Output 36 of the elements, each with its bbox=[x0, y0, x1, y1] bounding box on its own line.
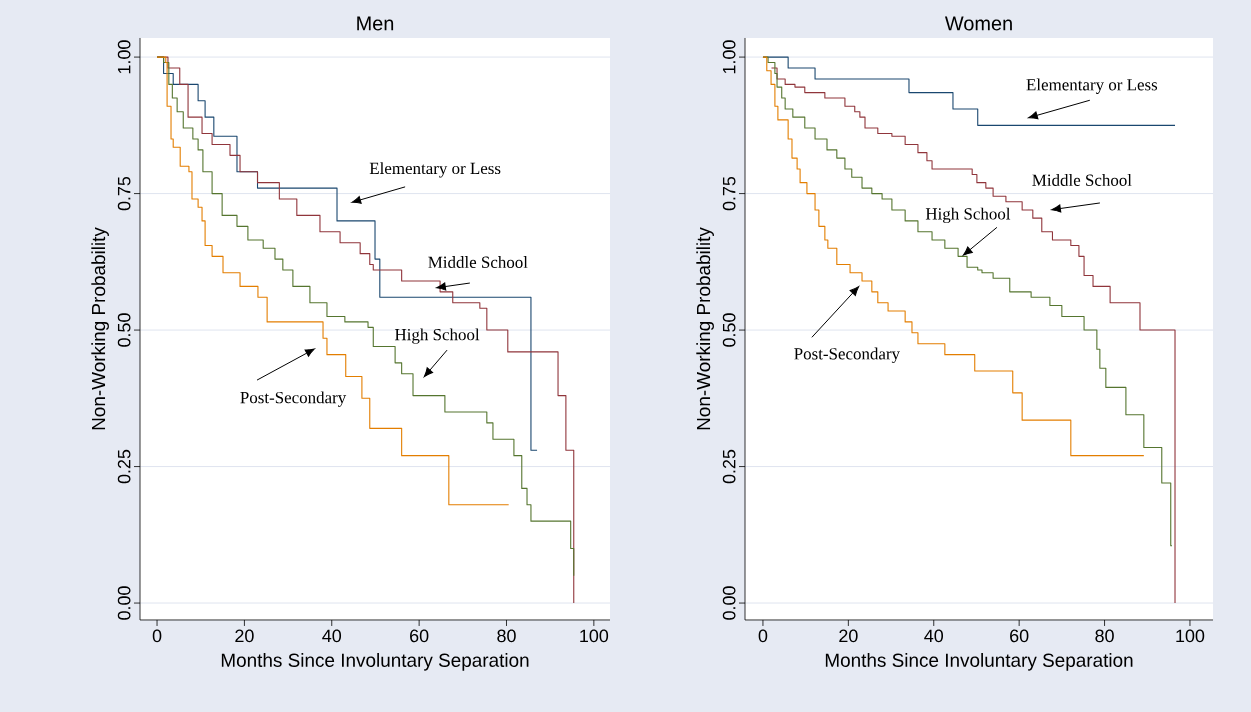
annotation: Middle School bbox=[428, 256, 528, 268]
annotation: Post-Secondary bbox=[794, 347, 900, 364]
y-tick-label: 0.75 bbox=[117, 176, 131, 211]
x-tick-label: 40 bbox=[924, 629, 944, 643]
x-axis-title: Months Since Involuntary Separation bbox=[221, 653, 529, 671]
x-tick-label: 20 bbox=[235, 629, 254, 643]
x-tick-label: 60 bbox=[1010, 629, 1029, 643]
y-axis-title: Non-Working Probability bbox=[91, 227, 109, 430]
annotation: High School bbox=[925, 207, 1011, 224]
x-axis-title: Months Since Involuntary Separation bbox=[825, 653, 1133, 671]
y-tick-label: 1.00 bbox=[117, 40, 131, 74]
x-tick-label: 0 bbox=[152, 629, 162, 643]
chart-title: Women bbox=[944, 16, 1012, 31]
annotation: Elementary or Less bbox=[1026, 78, 1158, 94]
y-tick-label: 0.00 bbox=[117, 586, 131, 620]
y-tick-label: 0.25 bbox=[117, 449, 131, 484]
x-tick-label: 40 bbox=[322, 629, 342, 643]
y-tick-label: 0.50 bbox=[722, 313, 736, 347]
y-tick-label: 0.50 bbox=[117, 313, 131, 347]
annotation: Middle School bbox=[1032, 174, 1132, 186]
y-tick-label: 0.25 bbox=[722, 449, 736, 484]
annotation: Elementary or Less bbox=[369, 162, 501, 178]
annotation: High School bbox=[394, 328, 480, 344]
y-tick-label: 0.00 bbox=[722, 586, 736, 620]
x-tick-label: 0 bbox=[758, 629, 768, 643]
chart-title: Men bbox=[357, 16, 394, 31]
y-axis-title: Non-Working Probability bbox=[696, 227, 714, 430]
x-tick-label: 20 bbox=[839, 629, 858, 643]
annotation: Post-Secondary bbox=[240, 391, 347, 407]
x-tick-label: 80 bbox=[497, 629, 516, 643]
x-tick-label: 100 bbox=[1176, 629, 1205, 643]
y-tick-label: 0.75 bbox=[722, 176, 736, 211]
x-tick-label: 80 bbox=[1095, 629, 1114, 643]
y-tick-label: 1.00 bbox=[722, 40, 736, 74]
x-tick-label: 60 bbox=[410, 629, 429, 643]
x-tick-label: 100 bbox=[580, 629, 609, 643]
